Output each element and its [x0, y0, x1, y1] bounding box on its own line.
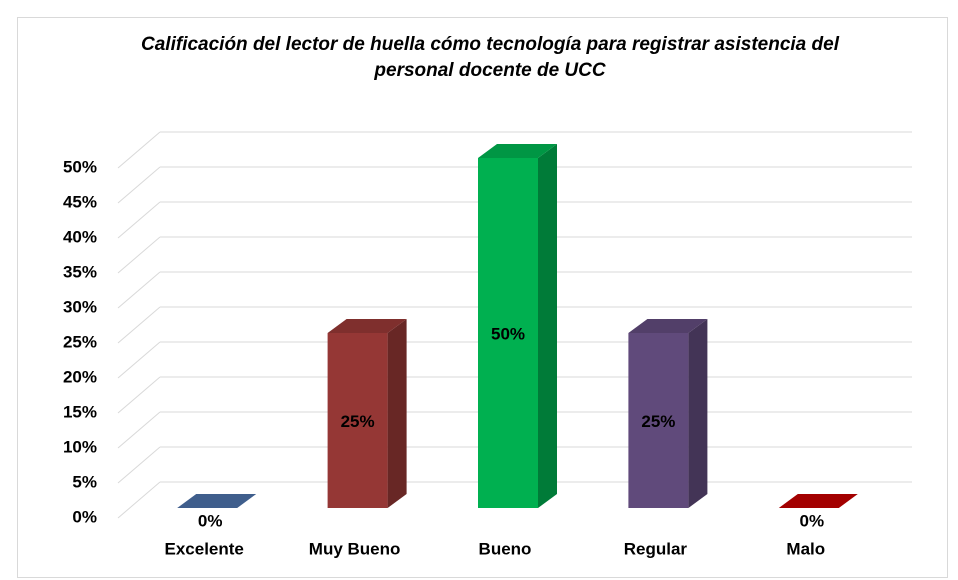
y-tick-label: 5% — [72, 472, 97, 491]
grid-line — [117, 341, 161, 379]
x-tick-label: Muy Bueno — [309, 539, 401, 558]
chart-border — [17, 17, 948, 578]
bar-side — [538, 144, 557, 508]
x-tick-label: Regular — [624, 539, 688, 558]
y-tick-label: 0% — [72, 507, 97, 526]
bar — [478, 158, 538, 508]
y-tick-label: 25% — [63, 332, 97, 351]
bar-top — [327, 319, 407, 333]
grid-line — [117, 376, 161, 414]
y-tick-label: 35% — [63, 262, 97, 281]
grid-line — [117, 271, 161, 309]
y-tick-label: 40% — [63, 227, 97, 246]
data-label: 50% — [491, 324, 525, 343]
grid-line — [117, 131, 161, 169]
bar-side — [387, 319, 407, 508]
bar-top — [177, 494, 257, 508]
bar-top — [628, 319, 708, 333]
grid-line — [117, 306, 161, 344]
grid-line — [117, 201, 161, 239]
data-label: 0% — [800, 511, 825, 530]
bar-side — [688, 319, 708, 508]
y-tick-label: 45% — [63, 192, 97, 211]
y-tick-label: 20% — [63, 367, 97, 386]
y-tick-label: 15% — [63, 402, 97, 421]
bar-top — [778, 494, 858, 508]
grid-line — [117, 446, 161, 484]
data-label: 25% — [641, 412, 675, 431]
data-label: 25% — [341, 412, 375, 431]
chart-title: Calificación del lector de huella cómo t… — [141, 34, 839, 81]
y-tick-label: 50% — [63, 157, 97, 176]
y-tick-label: 10% — [63, 437, 97, 456]
grid-line — [117, 166, 161, 204]
bar-top — [478, 144, 557, 158]
data-label: 0% — [198, 511, 223, 530]
grid-line — [117, 481, 161, 519]
x-tick-label: Bueno — [479, 539, 532, 558]
bar — [327, 333, 388, 508]
grid-line — [117, 236, 161, 274]
x-tick-label: Excelente — [165, 539, 244, 558]
x-tick-label: Malo — [786, 539, 825, 558]
grid-line — [117, 411, 161, 449]
y-tick-label: 30% — [63, 297, 97, 316]
bar — [628, 333, 689, 508]
